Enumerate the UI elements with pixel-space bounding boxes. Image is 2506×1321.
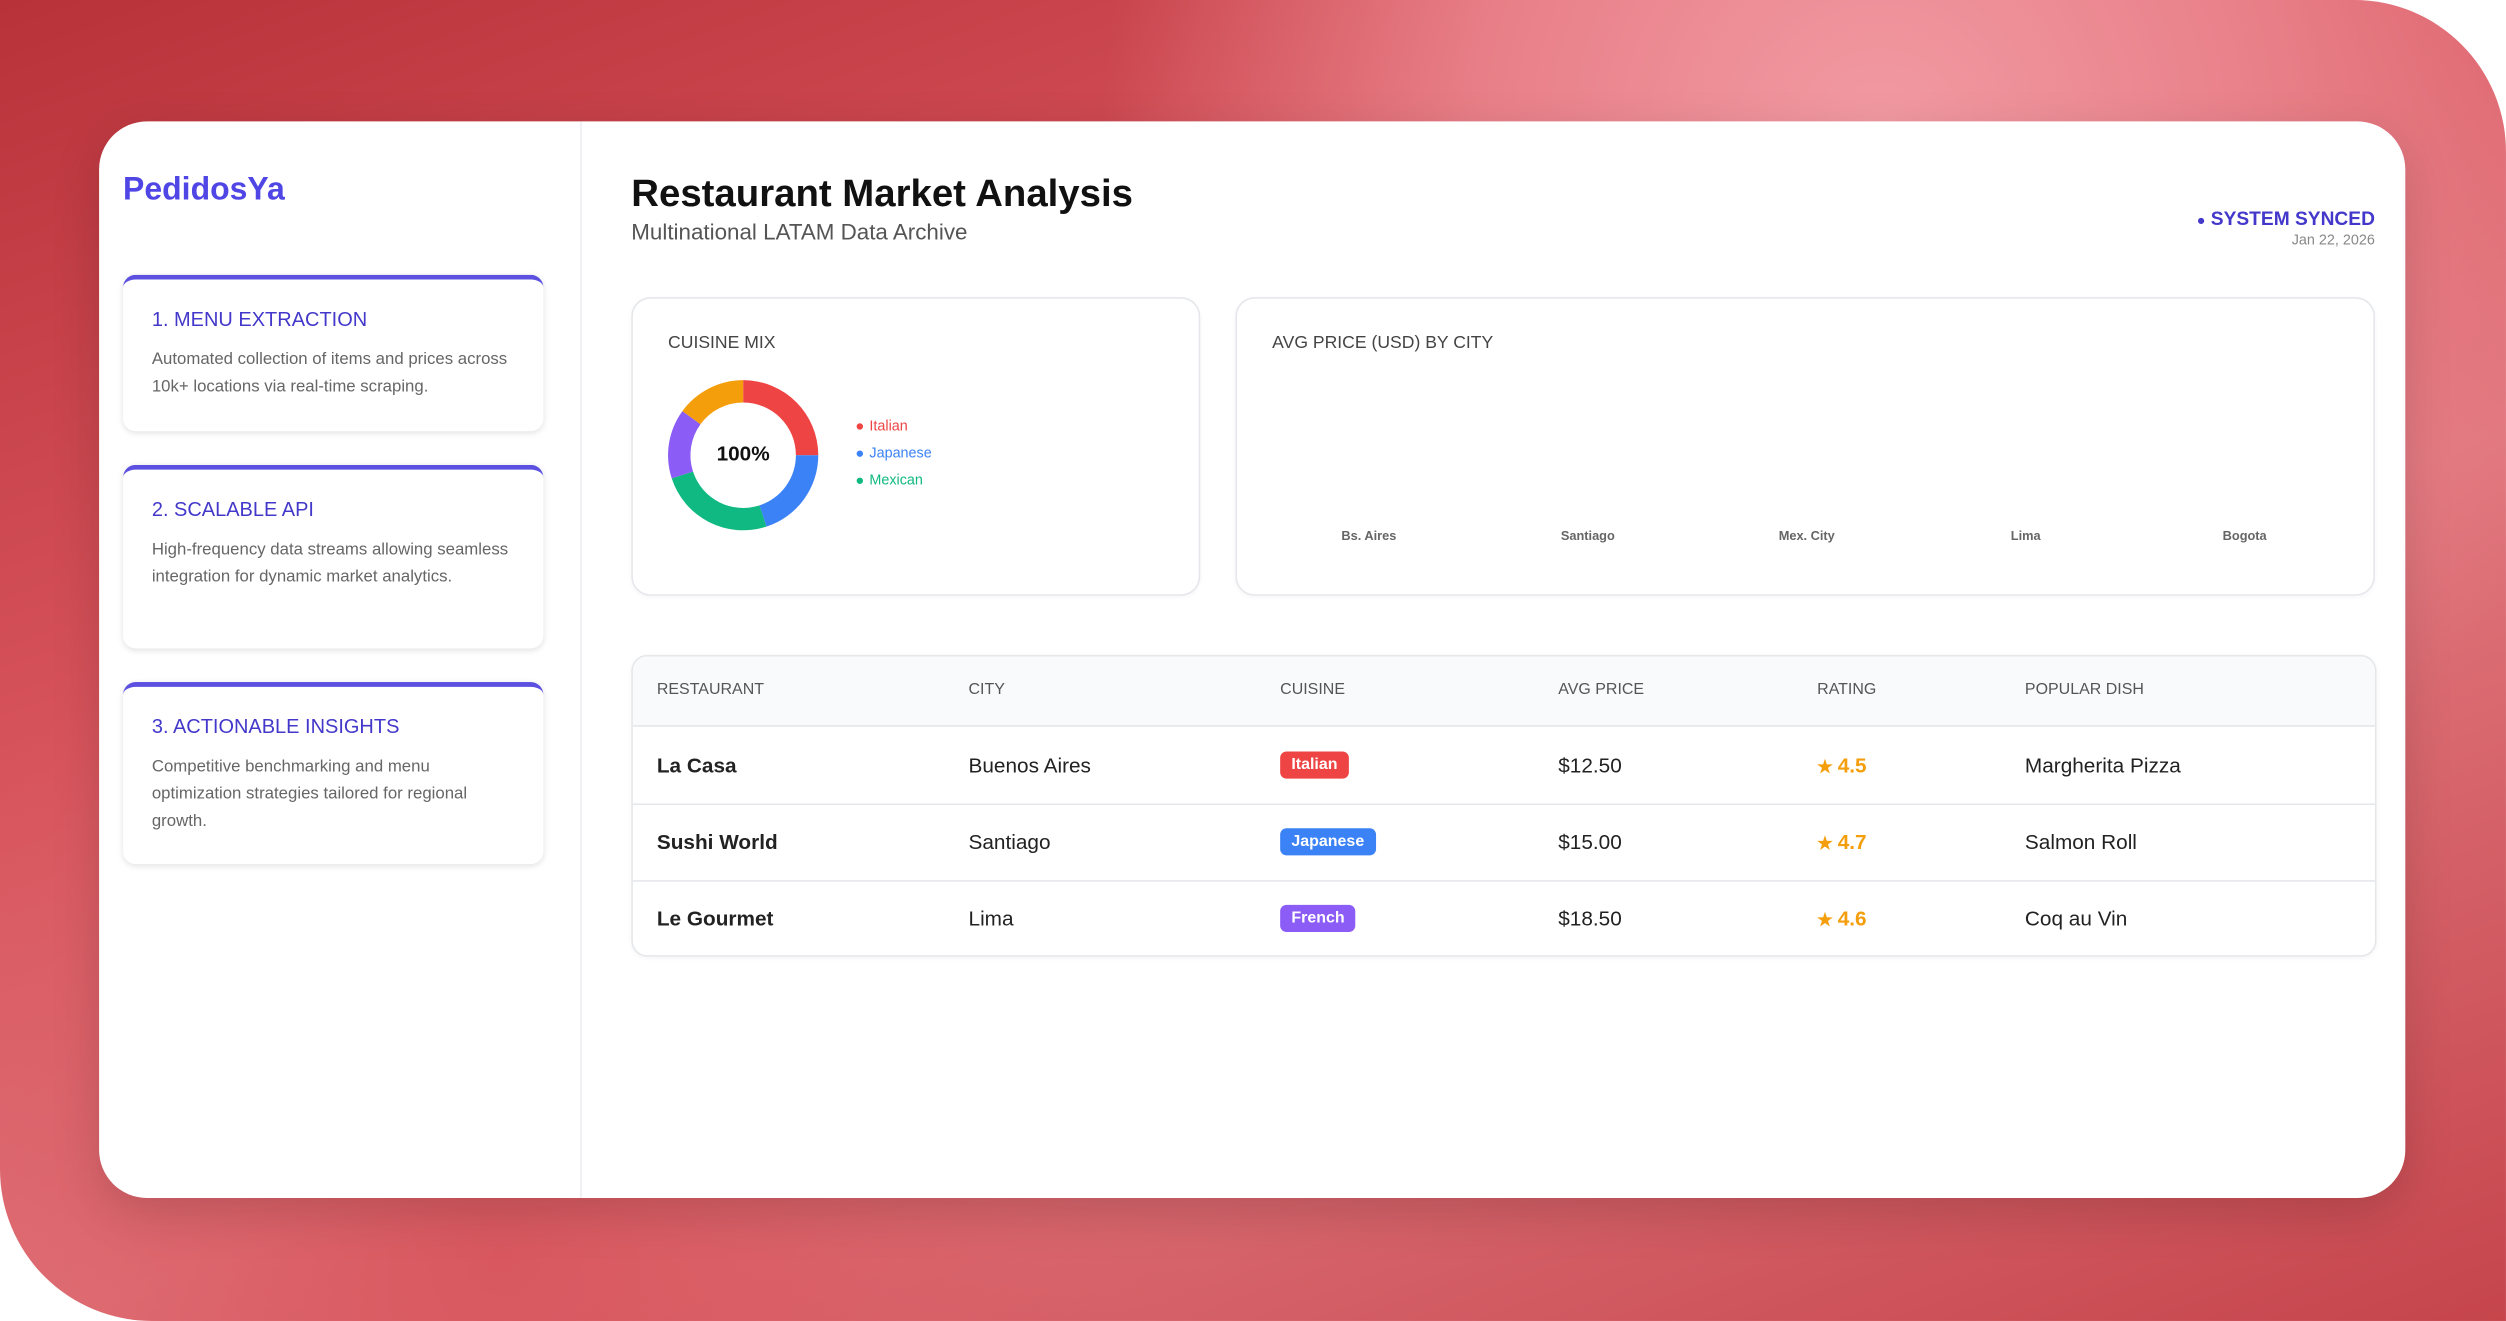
- rating: ★ 4.7: [1817, 830, 1866, 854]
- table-cell: $18.50: [1558, 906, 1622, 931]
- status-text: SYSTEM SYNCED: [2210, 207, 2375, 231]
- table-cell: $12.50: [1558, 753, 1622, 778]
- feature-title: 1. MENU EXTRACTION: [151, 308, 368, 331]
- feature-text: Automated collection of items and prices…: [151, 349, 508, 397]
- dashboard: PedidosYa 1. MENU EXTRACTION Automated co…: [99, 121, 2406, 1198]
- table: RESTAURANT CITY CUISINE AVG PRICE RATING POPU…: [631, 654, 2377, 957]
- pie-slice: [682, 380, 744, 425]
- x-tick-label: Lima: [2011, 528, 2042, 543]
- rating: ★ 4.5: [1817, 753, 1866, 777]
- x-tick-label: Mex. City: [1779, 528, 1836, 543]
- table-cell: Margherita Pizza: [2024, 753, 2181, 778]
- pie-chart: 100% Italian Japanese Mexican: [668, 380, 932, 531]
- legend-label: Italian: [869, 418, 907, 434]
- table-cell: Salmon Roll: [2024, 829, 2137, 854]
- column-header: RESTAURANT: [656, 681, 765, 699]
- restaurant-name: Sushi World: [656, 829, 778, 854]
- legend-dot: [856, 450, 864, 457]
- feature-title: 2. SCALABLE API: [151, 498, 314, 521]
- star-icon: ★: [1817, 757, 1833, 778]
- restaurant-name: La Casa: [656, 753, 737, 778]
- column-header: AVG PRICE: [1558, 681, 1645, 699]
- legend-dot: [856, 477, 864, 484]
- table-header: [632, 656, 2375, 727]
- brand: PedidosYa: [123, 172, 285, 208]
- cuisine-panel: CUISINE MIX 100% Italian Japanese Mexican: [631, 297, 1201, 596]
- legend-label: Mexican: [869, 473, 922, 489]
- feature-card: 2. SCALABLE API High-frequency data strea…: [123, 464, 544, 649]
- status: ● SYSTEM SYNCED: [2196, 207, 2375, 231]
- feature-card: 3. ACTIONABLE INSIGHTS Competitive benchm…: [123, 682, 544, 865]
- page-subtitle: Multinational LATAM Data Archive: [631, 218, 968, 245]
- column-header: RATING: [1817, 681, 1877, 699]
- rating-value: 4.6: [1837, 906, 1867, 931]
- column-header: CUISINE: [1280, 681, 1345, 699]
- feature-title: 3. ACTIONABLE INSIGHTS: [151, 715, 400, 738]
- star-icon: ★: [1817, 911, 1833, 931]
- date: Jan 22, 2026: [2291, 231, 2375, 248]
- x-tick-label: Bogota: [2223, 528, 2268, 543]
- rating: ★ 4.6: [1817, 906, 1866, 930]
- row-divider: [632, 880, 2375, 882]
- table-cell: Lima: [968, 906, 1014, 931]
- table-cell: Santiago: [968, 829, 1051, 854]
- page-title: Restaurant Market Analysis: [631, 172, 1133, 216]
- x-tick-label: Santiago: [1561, 528, 1615, 543]
- pie-slice: [743, 380, 819, 456]
- star-icon: ★: [1817, 834, 1833, 854]
- cuisine-badge: Japanese: [1280, 828, 1376, 856]
- price-panel: AVG PRICE (USD) BY CITY Bs. Aires Santiag…: [1235, 297, 2375, 596]
- rating-value: 4.5: [1837, 753, 1867, 778]
- row-divider: [632, 803, 2375, 806]
- legend-dot: [856, 423, 864, 430]
- pie-slice: [671, 471, 767, 531]
- rating-value: 4.7: [1837, 829, 1867, 854]
- table-cell: Coq au Vin: [2024, 906, 2128, 931]
- chart-title: AVG PRICE (USD) BY CITY: [1272, 333, 1494, 354]
- chart-title: CUISINE MIX: [668, 333, 776, 354]
- table-cell: Buenos Aires: [968, 753, 1091, 778]
- feature-card: 1. MENU EXTRACTION Automated collection o…: [123, 274, 544, 432]
- restaurant-name: Le Gourmet: [656, 906, 774, 931]
- bar-chart: Bs. Aires Santiago Mex. City Lima Bogota: [1341, 528, 2268, 543]
- cuisine-badge: French: [1280, 904, 1356, 933]
- pie-slice: [668, 411, 701, 479]
- column-header: POPULAR DISH: [2024, 681, 2144, 699]
- pie-center-label: 100%: [717, 443, 770, 466]
- feature-text: Competitive benchmarking and menu optimi…: [151, 757, 468, 831]
- feature-text: High-frequency data streams allowing sea…: [151, 539, 509, 587]
- pie-slice: [759, 455, 819, 527]
- column-header: CITY: [968, 681, 1005, 699]
- table-cell: $15.00: [1558, 829, 1622, 854]
- x-tick-label: Bs. Aires: [1341, 528, 1396, 543]
- legend-label: Japanese: [869, 445, 931, 461]
- cuisine-badge: Italian: [1280, 751, 1349, 779]
- sidebar: PedidosYa 1. MENU EXTRACTION Automated co…: [99, 121, 582, 1198]
